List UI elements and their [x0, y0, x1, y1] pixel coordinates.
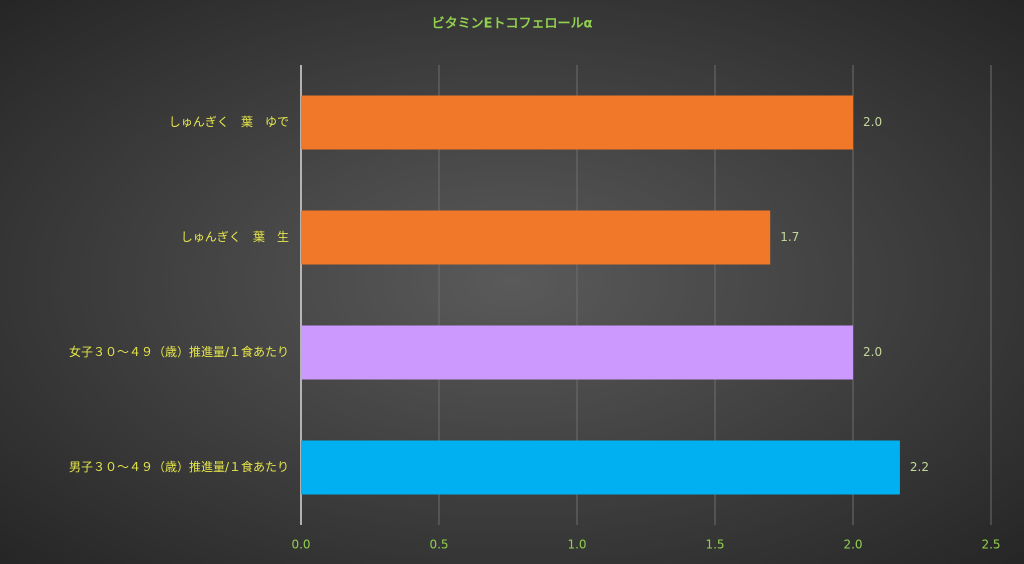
y-tick-label: しゅんぎく 葉 ゆで: [169, 115, 289, 129]
x-tick-label: 1.5: [705, 538, 724, 552]
y-tick-label: 男子３０～４９（歳）推進量/１食あたり: [69, 459, 289, 474]
x-tick-label: 0.5: [429, 538, 448, 552]
x-tick-label: 0.0: [291, 538, 310, 552]
chart-title: ビタミンEトコフェロールα: [432, 16, 593, 32]
value-label: 2.2: [910, 460, 929, 474]
bar: [301, 440, 900, 495]
bar: [301, 95, 853, 150]
bar: [301, 325, 853, 380]
x-tick-label: 2.0: [843, 538, 862, 552]
value-label: 2.0: [863, 345, 882, 359]
bar: [301, 210, 771, 265]
x-tick-label: 2.5: [981, 538, 1000, 552]
value-label: 2.0: [863, 115, 882, 129]
x-tick-label: 1.0: [567, 538, 586, 552]
value-label: 1.7: [780, 230, 799, 244]
y-tick-label: 女子３０～４９（歳）推進量/１食あたり: [69, 344, 289, 359]
y-tick-label: しゅんぎく 葉 生: [181, 230, 289, 244]
